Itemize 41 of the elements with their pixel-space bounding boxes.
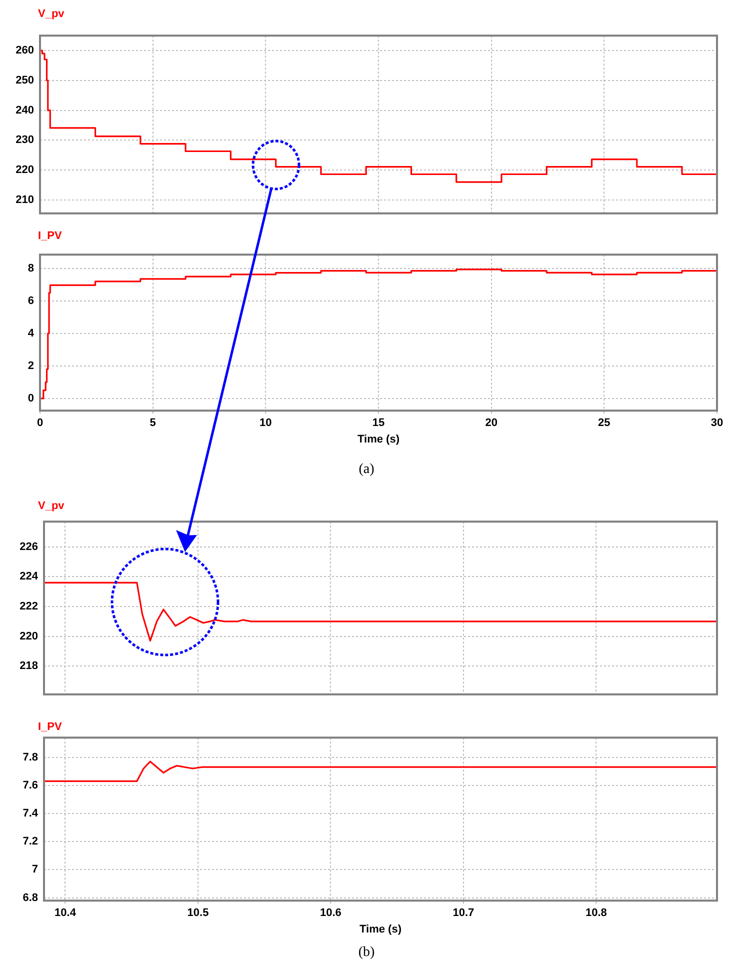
x-tick-label: 20 <box>485 417 498 430</box>
y-tick-label: 250 <box>16 74 34 86</box>
y-tick-label: 260 <box>16 44 34 57</box>
y-tick-label: 4 <box>28 327 35 340</box>
y-tick-label: 0 <box>28 392 34 404</box>
x-tick-label: 10.6 <box>320 907 342 920</box>
y-tick-label: 7.8 <box>22 751 38 764</box>
y-tick-label: 218 <box>20 660 38 672</box>
x-axis-title: Time (s) <box>360 923 402 936</box>
chart-title: I_PV <box>38 721 62 733</box>
y-tick-label: 226 <box>20 540 38 553</box>
y-tick-label: 6.8 <box>22 892 38 904</box>
y-tick-label: 7.4 <box>22 808 39 820</box>
y-tick-label: 222 <box>20 600 38 613</box>
text: (b) <box>357 945 376 961</box>
y-tick-label: 6 <box>28 294 34 307</box>
x-tick-label: 15 <box>372 417 385 430</box>
y-tick-label: 7 <box>32 864 38 876</box>
x-tick-label: 10 <box>260 417 272 430</box>
x-tick-label: 10.7 <box>452 907 474 920</box>
chart-title: I_PV <box>38 230 62 242</box>
chart-title: V_pv <box>38 500 64 512</box>
x-tick-label: 30 <box>710 417 724 430</box>
x-tick-label: 25 <box>598 417 610 430</box>
y-tick-label: 224 <box>20 570 39 583</box>
y-tick-label: 220 <box>20 630 38 642</box>
y-tick-label: 8 <box>28 262 34 274</box>
text: (a) <box>358 462 376 478</box>
y-tick-label: 210 <box>16 194 34 206</box>
y-tick-label: 7.2 <box>22 836 38 848</box>
y-tick-label: 220 <box>16 164 34 176</box>
y-tick-label: 230 <box>16 134 34 146</box>
x-tick-label: 5 <box>150 417 156 430</box>
x-tick-label: 10.4 <box>54 907 77 920</box>
x-tick-label: 10.5 <box>187 907 209 920</box>
y-tick-label: 2 <box>28 360 34 372</box>
y-tick-label: 7.6 <box>22 779 38 792</box>
x-tick-label: 10.8 <box>585 907 607 920</box>
x-axis-title: Time (s) <box>358 433 400 446</box>
chart-title: V_pv <box>38 8 64 20</box>
y-tick-label: 240 <box>16 104 34 116</box>
